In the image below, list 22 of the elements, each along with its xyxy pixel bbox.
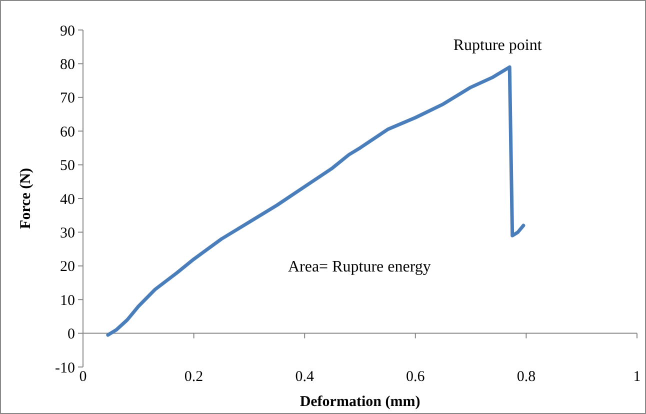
x-tick-label: 0.6 (406, 369, 426, 385)
annotation: Area= Rupture energy (288, 258, 431, 276)
x-tick-label: 0.2 (184, 369, 204, 385)
y-tick-label: 10 (60, 292, 75, 309)
x-tick-label: 0.8 (516, 369, 536, 385)
y-tick-label: 30 (60, 225, 75, 242)
x-tick-label: 1 (633, 369, 641, 385)
y-tick-label: -10 (55, 360, 75, 376)
y-tick-label: 20 (60, 259, 75, 276)
annotation: Rupture point (453, 37, 542, 54)
x-tick-label: 0 (79, 369, 87, 385)
y-tick-label: 40 (60, 192, 75, 208)
y-tick-label: 90 (60, 23, 75, 40)
y-tick-label: 0 (68, 326, 75, 343)
y-axis-title: Force (N) (18, 168, 34, 229)
y-tick-label: 80 (60, 56, 75, 73)
line-series (106, 65, 526, 337)
x-tick-label: 0.4 (295, 369, 314, 385)
y-tick-label: 60 (60, 124, 75, 140)
y-tick-label: 50 (60, 158, 75, 174)
y-tick-label: 70 (60, 90, 75, 107)
x-axis-title: Deformation (mm) (300, 394, 420, 410)
